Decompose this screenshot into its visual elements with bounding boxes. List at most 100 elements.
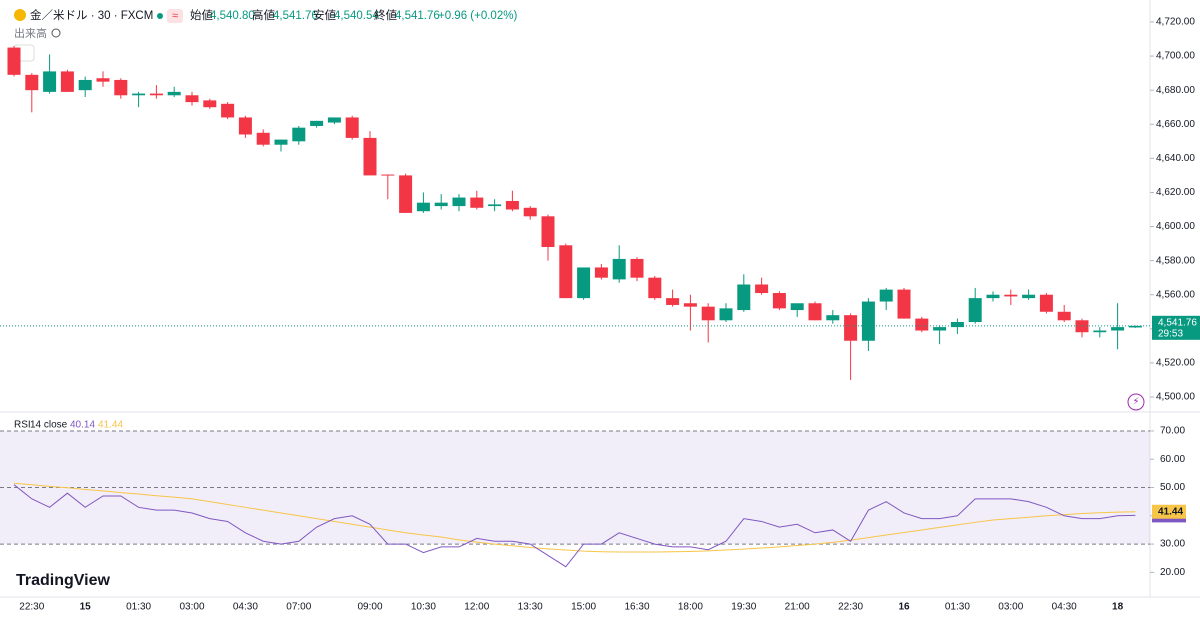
y-tick-label: 4,640.00 (1156, 153, 1195, 164)
x-tick-label: 04:30 (233, 602, 258, 613)
value-tag (1152, 504, 1186, 519)
y-tick-label: 30.00 (1160, 539, 1185, 550)
candle-body (986, 294, 1000, 299)
candle-body (915, 318, 929, 331)
y-tick-label: 4,620.00 (1156, 187, 1195, 198)
x-tick-label: 18:00 (678, 602, 703, 613)
x-tick-label: 03:00 (179, 602, 204, 613)
candle-body (203, 100, 217, 108)
candle-body (221, 103, 235, 118)
candle-body (345, 117, 359, 138)
candle-body (577, 267, 591, 299)
y-tick-label: 4,600.00 (1156, 221, 1195, 232)
symbol-icon (14, 9, 26, 21)
candle-body (594, 267, 608, 278)
candle-body (1022, 294, 1036, 299)
legend-value: 41.44 (98, 420, 123, 431)
x-tick-label: 22:30 (19, 602, 44, 613)
candle-body (826, 315, 840, 321)
x-tick-label: 19:30 (731, 602, 756, 613)
candle-body (327, 117, 341, 123)
candle-body (1057, 311, 1071, 321)
candle-body (772, 293, 786, 309)
alert-icon[interactable] (1127, 393, 1145, 411)
y-tick-label: 4,580.00 (1156, 255, 1195, 266)
x-tick-label: 16:30 (624, 602, 649, 613)
y-tick-label: 60.00 (1160, 454, 1185, 465)
logo: TradingView (16, 572, 111, 589)
candle-body (238, 117, 252, 135)
candle-body (541, 216, 555, 247)
candle-body (933, 327, 947, 331)
ohlc-open-label: 始値 (190, 8, 213, 22)
y-tick-label: 20.00 (1160, 567, 1185, 578)
candle-body (167, 91, 181, 96)
candle-body (381, 174, 395, 176)
change: +0.96 (+0.02%) (438, 10, 517, 22)
x-tick-label: 10:30 (411, 602, 436, 613)
candle-body (470, 197, 484, 208)
visibility-toggle[interactable] (51, 28, 61, 38)
volume-label[interactable]: 出来高 (14, 26, 47, 40)
y-tick-label: 4,680.00 (1156, 85, 1195, 96)
x-tick-label: 15 (80, 602, 92, 613)
candle-body (96, 78, 110, 82)
ohlc-high: 4,541.76 (273, 10, 318, 22)
candle-body (630, 258, 644, 278)
last-price-label: 4,541.76 (1158, 317, 1197, 328)
candle-body (132, 93, 146, 96)
candle-body (755, 284, 769, 294)
rsi-line (13, 484, 1136, 568)
x-tick-label: 01:30 (945, 602, 970, 613)
ohlc-close-label: 終値 (374, 8, 397, 22)
x-tick-label: 12:00 (464, 602, 489, 613)
candle-body (310, 120, 324, 126)
candle-body (274, 139, 288, 145)
legend-value: 40.14 (70, 420, 95, 431)
candle-body (1039, 294, 1053, 312)
candle-body (879, 289, 893, 302)
candle-body (488, 204, 502, 207)
candle-body (78, 79, 92, 91)
candle-body (505, 200, 519, 210)
candle-body (25, 74, 39, 91)
candle-body (1075, 320, 1089, 333)
ohlc-low: 4,540.54 (334, 10, 379, 22)
ohlc-close: 4,541.76 (395, 10, 440, 22)
y-tick-label: 4,520.00 (1156, 358, 1195, 369)
x-tick-label: 04:30 (1052, 602, 1077, 613)
alert-icon-glyph: ⚡ (1132, 397, 1139, 408)
candle-body (43, 71, 57, 92)
candle-body (399, 175, 413, 213)
x-tick-label: 09:00 (357, 602, 382, 613)
y-tick-label: 4,560.00 (1156, 289, 1195, 300)
candle-body (861, 301, 875, 341)
y-tick-label: 70.00 (1160, 426, 1185, 437)
symbol: 金／米ドル · 30 · FXCM (30, 8, 153, 22)
candle-body (648, 277, 662, 299)
candle-body (790, 303, 804, 311)
x-tick-label: 21:00 (785, 602, 810, 613)
x-tick-label: 15:00 (571, 602, 596, 613)
last-price-tag (1152, 315, 1200, 340)
ohlc-high-label: 高値 (252, 8, 275, 22)
x-tick-label: 01:30 (126, 602, 151, 613)
y-tick-label: 50.00 (1160, 482, 1185, 493)
candle-body (719, 308, 733, 321)
y-tick-label: 4,660.00 (1156, 119, 1195, 130)
candle-body (897, 289, 911, 319)
candle-body (1093, 330, 1107, 333)
candle-body (612, 258, 626, 280)
y-tick-label: 4,500.00 (1156, 392, 1195, 403)
y-tick-label: 4,720.00 (1156, 17, 1195, 28)
x-tick-label: 22:30 (838, 602, 863, 613)
badge (167, 9, 183, 23)
rsi-line (13, 482, 1136, 553)
indicator-title: RSI (14, 420, 31, 431)
candle-body (185, 95, 199, 103)
candle-body (1004, 294, 1018, 297)
candle-body (1111, 327, 1125, 331)
candle-body (701, 306, 715, 321)
y-tick-label: 4,700.00 (1156, 51, 1195, 62)
